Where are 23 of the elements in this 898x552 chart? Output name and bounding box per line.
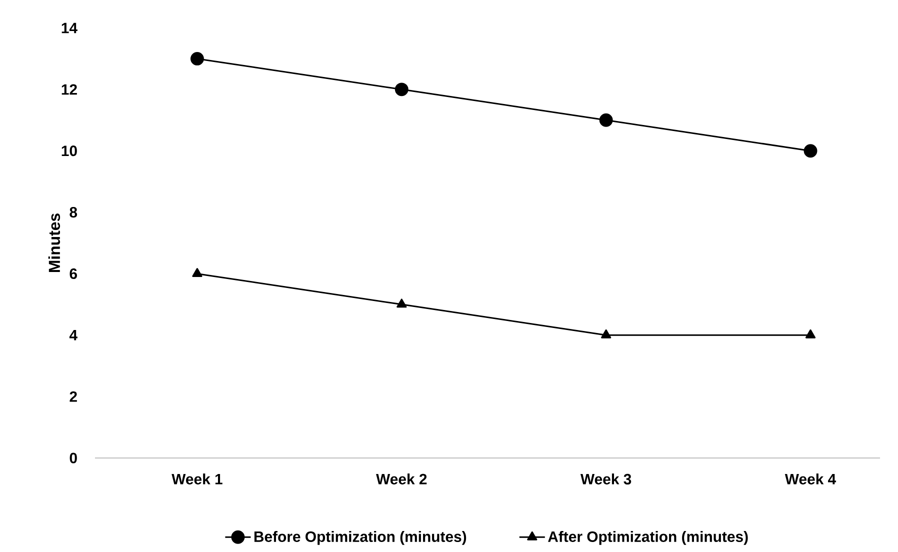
- point: [192, 268, 202, 277]
- y-axis-title: Minutes: [48, 214, 60, 272]
- y-tick-label: 12: [62, 84, 77, 95]
- y-tick-label: 2: [70, 391, 77, 402]
- point: [396, 298, 407, 308]
- point: [599, 113, 613, 127]
- x-tick-label: Week 1: [172, 473, 222, 484]
- point: [394, 82, 408, 96]
- point: [804, 144, 818, 158]
- y-tick-label: 8: [70, 206, 78, 218]
- point: [805, 329, 816, 338]
- point: [601, 329, 612, 338]
- y-tick-label: 0: [70, 452, 77, 464]
- point: [190, 52, 204, 66]
- legend-label: Before Optimization (minutes): [254, 530, 466, 545]
- legend-label: After Optimization (minutes): [548, 530, 748, 545]
- y-tick-label: 10: [62, 146, 77, 156]
- x-tick-label: Week 2: [376, 473, 427, 484]
- y-tick-label: 14: [62, 22, 78, 34]
- y-tick-label: 4: [69, 330, 78, 340]
- x-tick-label: Week 3: [580, 473, 632, 484]
- x-tick-label: Week 4: [784, 473, 836, 484]
- y-tick-label: 6: [70, 268, 77, 279]
